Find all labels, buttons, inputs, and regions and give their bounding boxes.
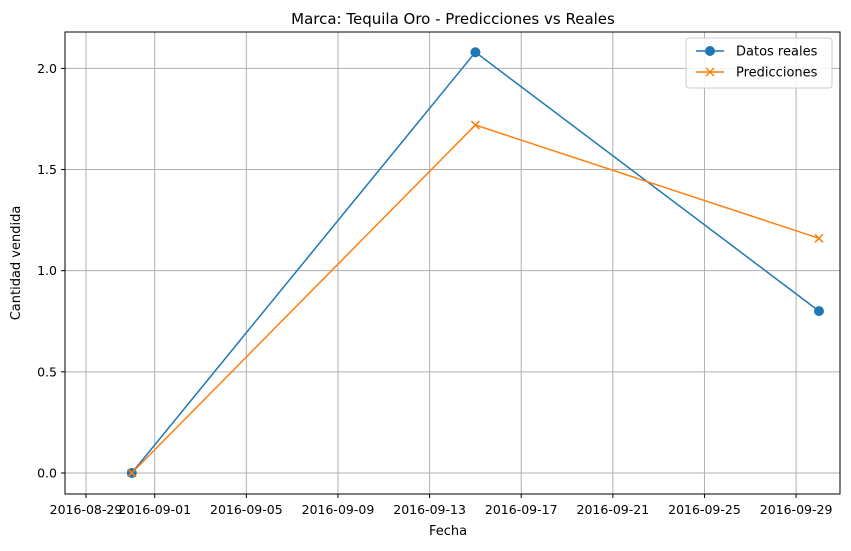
data-point	[127, 468, 137, 478]
series-predicciones	[127, 120, 824, 478]
legend-label: Datos reales	[736, 45, 818, 60]
legend-marker	[705, 67, 715, 77]
data-point	[470, 120, 480, 130]
data-point	[814, 306, 825, 317]
chart-title: Marca: Tequila Oro - Predicciones vs Rea…	[291, 10, 615, 28]
legend-marker	[705, 46, 715, 56]
plot-area-frame	[64, 31, 841, 495]
grid-lines	[65, 32, 840, 494]
x-tick-label: 2016-09-25	[668, 502, 741, 517]
y-tick-label: 1.0	[37, 263, 57, 278]
y-tick-label: 1.5	[37, 162, 57, 177]
x-tick-label: 2016-09-13	[393, 502, 466, 517]
y-axis-label: Cantidad vendida	[9, 206, 24, 321]
x-axis-label: Fecha	[429, 524, 467, 539]
data-point	[814, 233, 824, 243]
y-tick-label: 2.0	[37, 61, 57, 76]
x-tick-label: 2016-09-29	[760, 502, 833, 517]
plot-series	[126, 47, 825, 478]
x-tick-label: 2016-09-21	[577, 502, 650, 517]
legend-label: Predicciones	[736, 66, 818, 81]
x-tick-label: 2016-09-01	[118, 502, 191, 517]
x-tick-label: 2016-09-17	[485, 502, 558, 517]
data-point	[470, 47, 481, 58]
x-tick-label: 2016-08-29	[50, 502, 123, 517]
x-tick-label: 2016-09-09	[302, 502, 375, 517]
y-tick-label: 0.5	[37, 364, 57, 379]
legend: Datos reales Predicciones	[685, 37, 833, 89]
y-tick-label: 0.0	[37, 465, 57, 480]
x-tick-label: 2016-09-05	[210, 502, 283, 517]
